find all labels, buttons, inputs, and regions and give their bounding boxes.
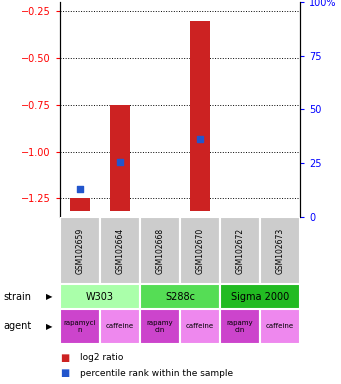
FancyBboxPatch shape [260, 217, 300, 284]
Text: agent: agent [3, 321, 32, 331]
Text: rapamyci
n: rapamyci n [63, 320, 96, 333]
Text: GSM102672: GSM102672 [236, 227, 244, 274]
Text: GSM102668: GSM102668 [155, 227, 164, 274]
FancyBboxPatch shape [100, 217, 140, 284]
Text: caffeine: caffeine [186, 323, 214, 329]
Text: GSM102673: GSM102673 [276, 227, 284, 274]
Text: ▶: ▶ [46, 292, 53, 301]
Text: strain: strain [3, 291, 31, 302]
FancyBboxPatch shape [60, 309, 100, 344]
Text: Sigma 2000: Sigma 2000 [231, 291, 289, 302]
Point [197, 136, 203, 142]
Text: rapamy
cin: rapamy cin [147, 320, 173, 333]
Bar [190, 21, 210, 211]
Bar [70, 198, 90, 211]
Text: caffeine: caffeine [106, 323, 134, 329]
Bar [110, 105, 130, 211]
FancyBboxPatch shape [140, 284, 220, 309]
FancyBboxPatch shape [180, 309, 220, 344]
Point [117, 159, 122, 165]
FancyBboxPatch shape [140, 217, 180, 284]
FancyBboxPatch shape [220, 309, 260, 344]
Text: log2 ratio: log2 ratio [80, 353, 123, 362]
Text: GSM102659: GSM102659 [75, 227, 84, 274]
Text: W303: W303 [86, 291, 114, 302]
Text: S288c: S288c [165, 291, 195, 302]
Text: GSM102664: GSM102664 [115, 227, 124, 274]
FancyBboxPatch shape [100, 309, 140, 344]
FancyBboxPatch shape [140, 309, 180, 344]
Text: ■: ■ [60, 368, 69, 378]
Text: percentile rank within the sample: percentile rank within the sample [80, 369, 233, 378]
FancyBboxPatch shape [260, 309, 300, 344]
Text: caffeine: caffeine [266, 323, 294, 329]
Text: ▶: ▶ [46, 322, 53, 331]
Text: GSM102670: GSM102670 [195, 227, 204, 274]
Text: ■: ■ [60, 353, 69, 363]
Point [77, 186, 83, 192]
FancyBboxPatch shape [60, 217, 100, 284]
Text: rapamy
cin: rapamy cin [227, 320, 253, 333]
FancyBboxPatch shape [220, 217, 260, 284]
FancyBboxPatch shape [180, 217, 220, 284]
FancyBboxPatch shape [60, 284, 140, 309]
FancyBboxPatch shape [220, 284, 300, 309]
